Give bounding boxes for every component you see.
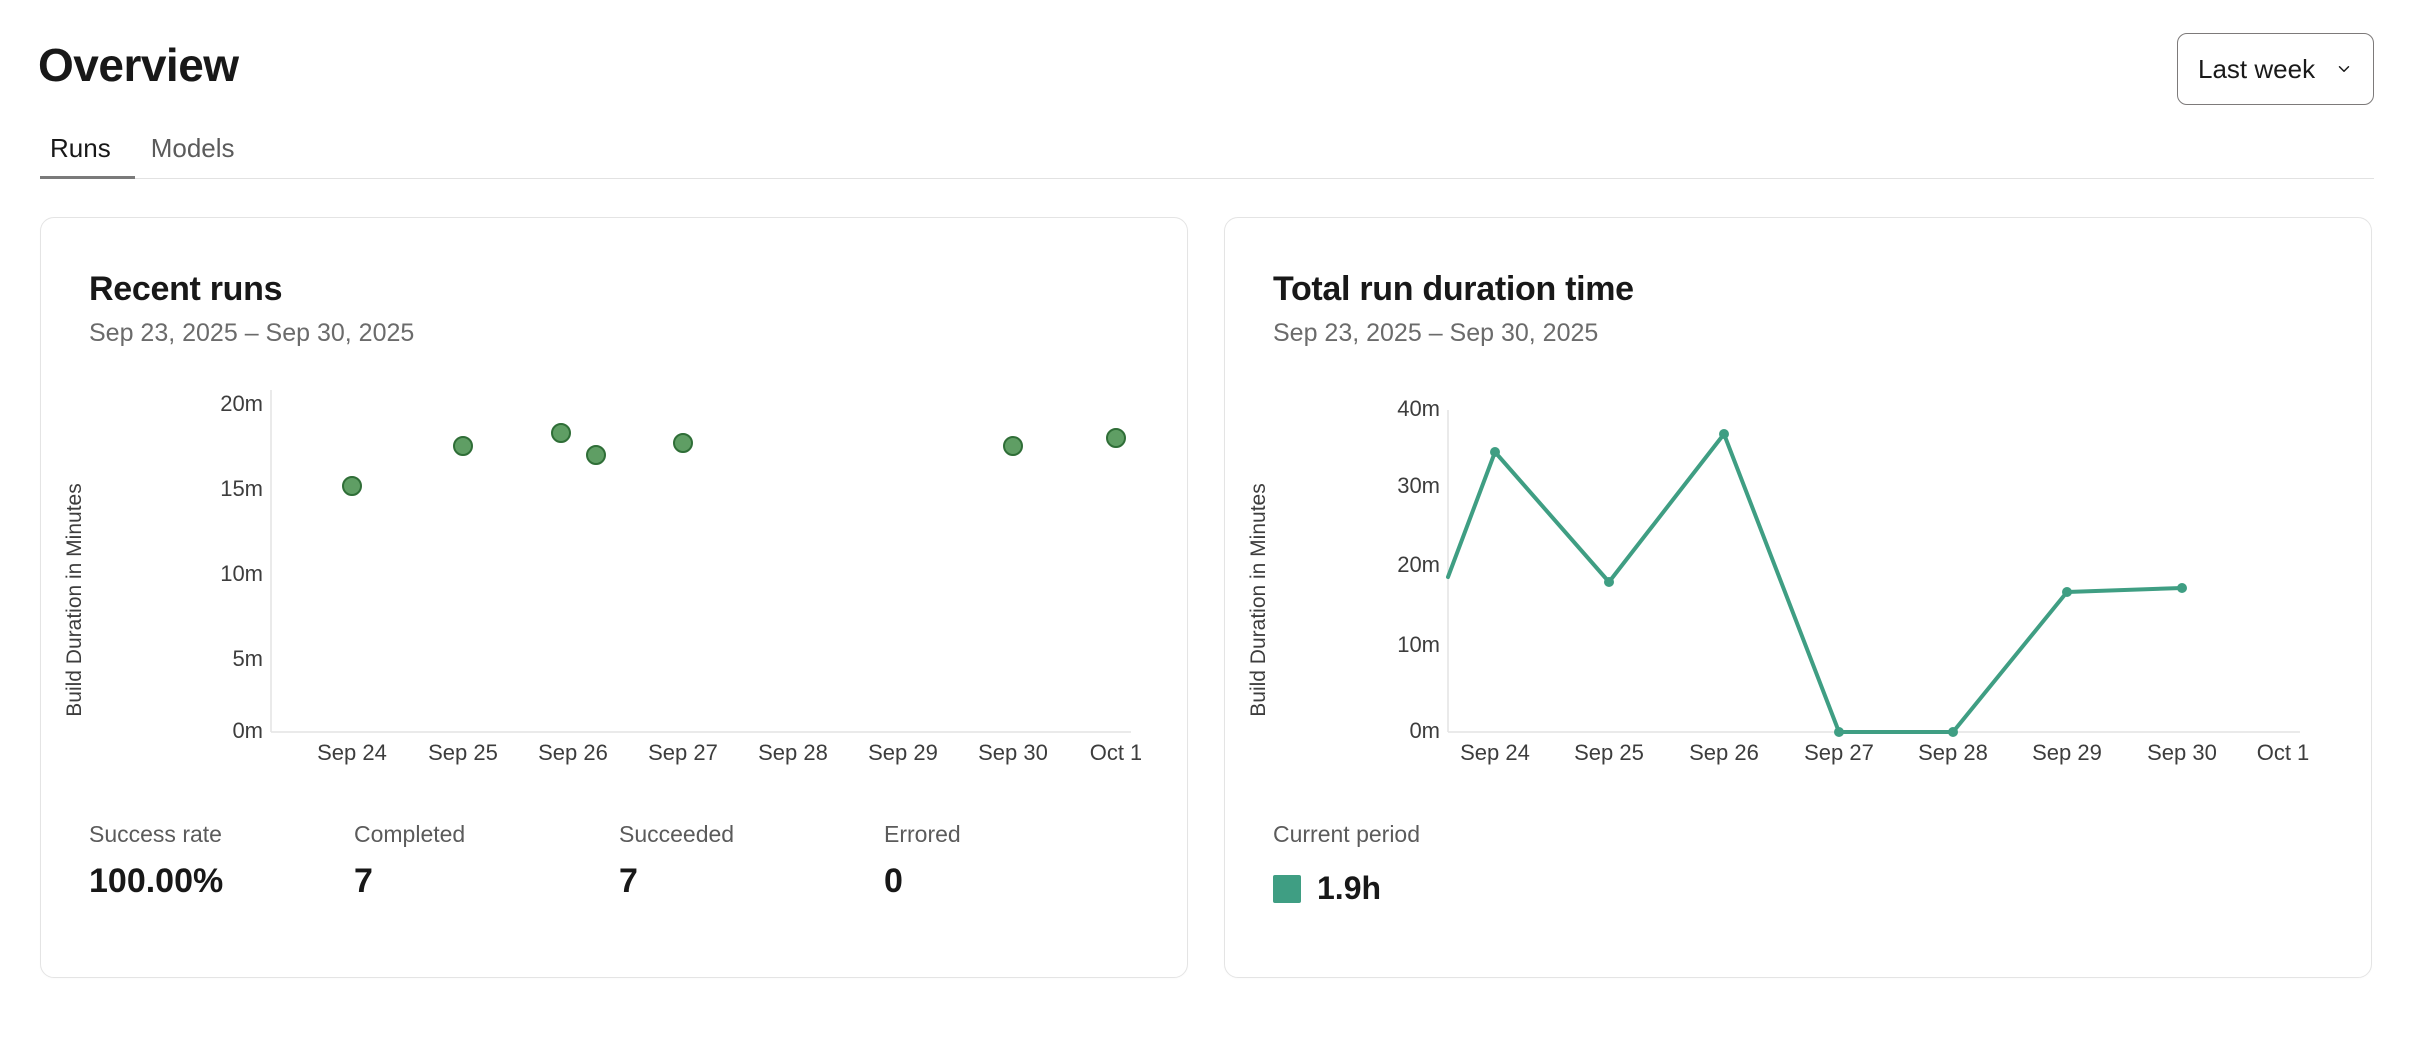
- svg-text:Oct 1: Oct 1: [1090, 740, 1141, 765]
- svg-text:Sep 24: Sep 24: [1460, 740, 1530, 765]
- svg-text:30m: 30m: [1397, 473, 1440, 498]
- svg-text:Sep 25: Sep 25: [428, 740, 498, 765]
- svg-text:10m: 10m: [220, 561, 263, 586]
- svg-text:0m: 0m: [232, 718, 263, 743]
- svg-text:0m: 0m: [1409, 718, 1440, 743]
- svg-text:10m: 10m: [1397, 632, 1440, 657]
- svg-text:Oct 1: Oct 1: [2257, 740, 2310, 765]
- svg-text:15m: 15m: [220, 476, 263, 501]
- svg-text:20m: 20m: [1397, 552, 1440, 577]
- svg-text:Sep 30: Sep 30: [2147, 740, 2217, 765]
- svg-text:Sep 28: Sep 28: [1918, 740, 1988, 765]
- svg-text:Sep 26: Sep 26: [538, 740, 608, 765]
- svg-text:5m: 5m: [232, 646, 263, 671]
- svg-text:Sep 28: Sep 28: [758, 740, 828, 765]
- svg-text:Sep 27: Sep 27: [1804, 740, 1874, 765]
- svg-text:40m: 40m: [1397, 396, 1440, 421]
- svg-text:Sep 26: Sep 26: [1689, 740, 1759, 765]
- svg-text:Sep 24: Sep 24: [317, 740, 387, 765]
- svg-text:20m: 20m: [220, 391, 263, 416]
- svg-text:Sep 29: Sep 29: [2032, 740, 2102, 765]
- svg-text:Sep 27: Sep 27: [648, 740, 718, 765]
- svg-text:Sep 25: Sep 25: [1574, 740, 1644, 765]
- svg-text:Sep 29: Sep 29: [868, 740, 938, 765]
- svg-text:Sep 30: Sep 30: [978, 740, 1048, 765]
